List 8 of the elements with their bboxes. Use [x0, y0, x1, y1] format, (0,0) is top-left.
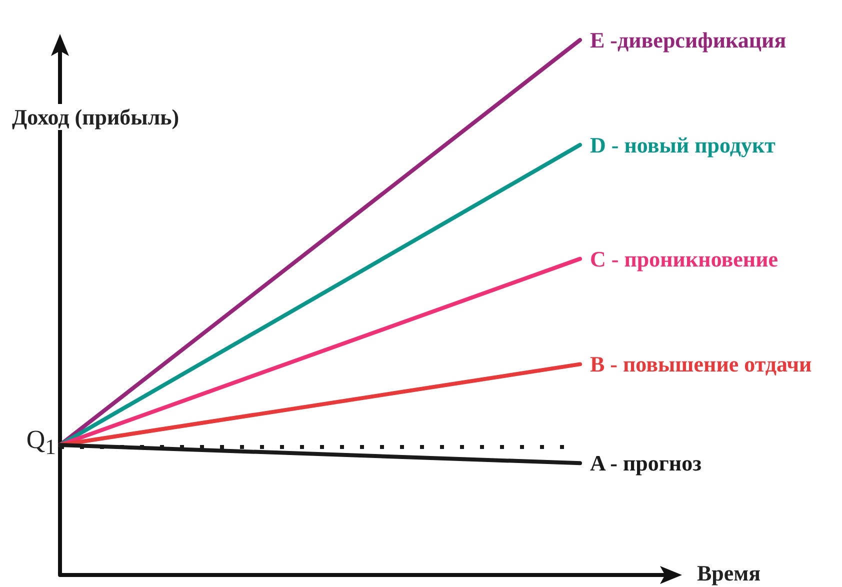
- series-label: A - прогноз: [590, 450, 702, 476]
- x-axis-title: Время: [697, 560, 761, 586]
- series-label: D - новый продукт: [590, 132, 776, 158]
- series-label: C - проникновение: [590, 246, 778, 272]
- series-label: E -диверсификация: [590, 28, 786, 52]
- series-label: B - повышение отдачи: [590, 352, 812, 377]
- y-axis-title: Доход (прибыль): [12, 104, 180, 130]
- annotation: Q$_{1}$: [26, 424, 56, 462]
